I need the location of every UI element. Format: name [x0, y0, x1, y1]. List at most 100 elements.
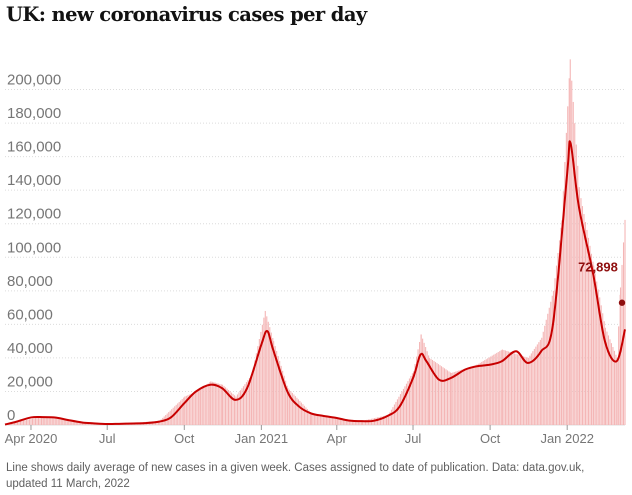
daily-bar: [80, 421, 82, 425]
daily-bar: [74, 421, 76, 425]
daily-bar: [481, 361, 483, 425]
daily-bar: [24, 420, 26, 425]
daily-bar: [364, 420, 367, 425]
daily-bar: [39, 417, 41, 425]
daily-bar: [548, 307, 550, 425]
daily-bar: [239, 390, 242, 425]
daily-bar: [509, 351, 511, 425]
daily-bar: [555, 265, 558, 425]
daily-bar: [66, 419, 68, 425]
daily-bar: [356, 420, 358, 425]
daily-bar: [610, 343, 612, 425]
daily-bar: [426, 351, 428, 425]
x-tick-label: Apr: [327, 431, 348, 446]
daily-bar: [506, 350, 508, 425]
daily-bar: [38, 417, 40, 425]
daily-bar: [519, 355, 521, 425]
daily-bar: [296, 397, 298, 425]
daily-bar: [575, 144, 577, 425]
daily-bar: [533, 348, 535, 425]
daily-bar: [197, 390, 199, 425]
daily-bar: [417, 349, 419, 425]
daily-bar: [232, 393, 234, 425]
daily-bar: [203, 387, 205, 425]
y-tick-label: 160,000: [7, 139, 61, 156]
y-tick-label: 140,000: [7, 172, 61, 189]
daily-bar: [385, 415, 388, 425]
daily-bar: [411, 373, 413, 425]
daily-bar: [247, 380, 249, 425]
daily-bar: [193, 392, 195, 425]
daily-bar: [41, 416, 43, 425]
daily-bar: [590, 253, 593, 425]
daily-bar: [82, 422, 84, 425]
daily-bar: [433, 361, 435, 425]
daily-bar: [359, 420, 361, 425]
daily-bar: [503, 350, 505, 425]
daily-bar: [539, 339, 541, 425]
daily-bar: [300, 402, 302, 425]
daily-bar: [604, 327, 606, 425]
daily-bar: [32, 418, 34, 425]
daily-bar: [379, 416, 382, 425]
daily-bar: [242, 386, 245, 425]
daily-bar: [305, 407, 307, 425]
daily-bar: [302, 404, 304, 425]
daily-bar: [199, 390, 201, 425]
daily-bar: [499, 351, 501, 425]
daily-bar: [395, 401, 397, 425]
daily-bar: [405, 383, 407, 425]
daily-bar: [363, 420, 365, 425]
daily-bar: [443, 368, 446, 425]
daily-bar: [612, 347, 614, 425]
daily-bar: [525, 357, 527, 425]
daily-bar: [558, 240, 561, 425]
daily-bar: [47, 417, 49, 425]
daily-bar: [535, 346, 537, 425]
daily-bar: [59, 418, 61, 425]
daily-bar: [455, 371, 457, 425]
daily-bar: [257, 346, 259, 425]
daily-bar: [530, 353, 532, 425]
daily-bar: [200, 389, 202, 425]
daily-bar: [497, 352, 499, 425]
daily-bar: [181, 399, 183, 425]
daily-bar: [235, 396, 237, 425]
daily-bar: [596, 281, 598, 425]
daily-bar: [15, 422, 17, 425]
daily-bar: [375, 417, 377, 425]
daily-bar: [51, 417, 53, 425]
daily-bar: [544, 325, 546, 425]
daily-bar: [309, 412, 311, 425]
daily-bar: [180, 400, 182, 425]
daily-bar: [449, 372, 452, 425]
daily-bar: [45, 417, 47, 425]
daily-bar: [299, 400, 301, 425]
daily-bar: [440, 366, 443, 425]
daily-bar: [174, 406, 176, 425]
daily-bar: [29, 419, 31, 425]
daily-bar: [248, 378, 251, 425]
daily-bar: [586, 229, 588, 425]
daily-bar: [384, 415, 386, 425]
daily-bar: [482, 361, 484, 425]
daily-bar: [578, 190, 581, 425]
daily-bar: [351, 419, 353, 425]
daily-bar: [565, 132, 567, 426]
daily-bar: [407, 381, 409, 425]
daily-bar: [453, 372, 455, 425]
x-tick-label: Jul: [99, 431, 116, 446]
daily-bar: [461, 369, 463, 425]
daily-bar: [430, 358, 432, 425]
daily-bar: [36, 417, 38, 425]
daily-bar: [220, 384, 222, 425]
daily-bar: [63, 419, 65, 425]
daily-bar: [78, 421, 80, 425]
daily-bar: [423, 342, 425, 425]
daily-bar: [328, 416, 330, 425]
daily-bar: [277, 355, 279, 425]
daily-bar: [516, 354, 518, 425]
daily-bar: [446, 370, 449, 425]
daily-bar: [318, 414, 320, 425]
